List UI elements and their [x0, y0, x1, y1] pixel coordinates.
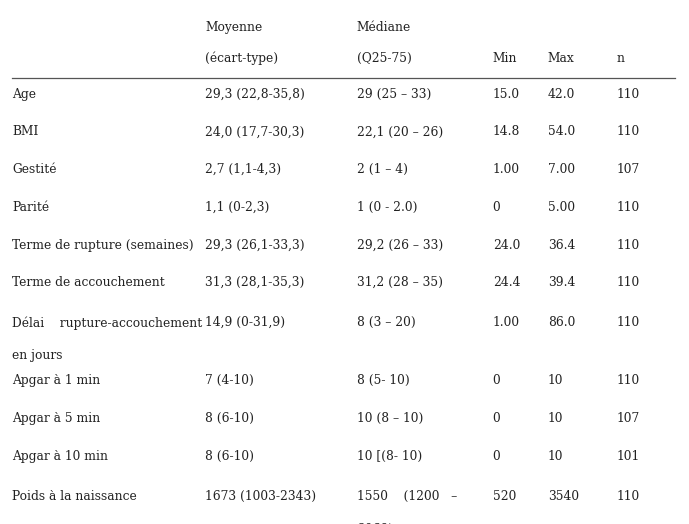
Text: 107: 107	[617, 163, 640, 176]
Text: 2 (1 – 4): 2 (1 – 4)	[357, 163, 408, 176]
Text: 5.00: 5.00	[548, 201, 575, 214]
Text: 31,2 (28 – 35): 31,2 (28 – 35)	[357, 276, 443, 289]
Text: Apgar à 10 min: Apgar à 10 min	[12, 450, 108, 463]
Text: 7 (4-10): 7 (4-10)	[205, 374, 254, 387]
Text: 8 (3 – 20): 8 (3 – 20)	[357, 316, 415, 329]
Text: 1,1 (0-2,3): 1,1 (0-2,3)	[205, 201, 269, 214]
Text: 0: 0	[493, 450, 500, 463]
Text: 110: 110	[617, 489, 640, 503]
Text: 110: 110	[617, 201, 640, 214]
Text: 29,3 (22,8-35,8): 29,3 (22,8-35,8)	[205, 88, 305, 101]
Text: 10: 10	[548, 450, 563, 463]
Text: 24.4: 24.4	[493, 276, 520, 289]
Text: 10: 10	[548, 412, 563, 425]
Text: 29 (25 – 33): 29 (25 – 33)	[357, 88, 431, 101]
Text: 2069): 2069)	[357, 523, 393, 524]
Text: 14,9 (0-31,9): 14,9 (0-31,9)	[205, 316, 285, 329]
Text: 1673 (1003-2343): 1673 (1003-2343)	[205, 489, 316, 503]
Text: 1.00: 1.00	[493, 316, 520, 329]
Text: 0: 0	[493, 374, 500, 387]
Text: 29,3 (26,1-33,3): 29,3 (26,1-33,3)	[205, 238, 305, 252]
Text: 7.00: 7.00	[548, 163, 575, 176]
Text: Gestité: Gestité	[12, 163, 57, 176]
Text: 86.0: 86.0	[548, 316, 575, 329]
Text: Moyenne: Moyenne	[205, 21, 263, 34]
Text: 110: 110	[617, 276, 640, 289]
Text: 42.0: 42.0	[548, 88, 575, 101]
Text: 36.4: 36.4	[548, 238, 575, 252]
Text: Terme de rupture (semaines): Terme de rupture (semaines)	[12, 238, 194, 252]
Text: 54.0: 54.0	[548, 125, 575, 138]
Text: 110: 110	[617, 238, 640, 252]
Text: n: n	[617, 52, 625, 65]
Text: en jours: en jours	[12, 350, 63, 363]
Text: 8 (6-10): 8 (6-10)	[205, 450, 254, 463]
Text: 10 [(8- 10): 10 [(8- 10)	[357, 450, 422, 463]
Text: Parité: Parité	[12, 201, 50, 214]
Text: Apgar à 1 min: Apgar à 1 min	[12, 374, 101, 387]
Text: 3540: 3540	[548, 489, 579, 503]
Text: 14.8: 14.8	[493, 125, 520, 138]
Text: 24,0 (17,7-30,3): 24,0 (17,7-30,3)	[205, 125, 305, 138]
Text: 110: 110	[617, 125, 640, 138]
Text: 10 (8 – 10): 10 (8 – 10)	[357, 412, 423, 425]
Text: 0: 0	[493, 412, 500, 425]
Text: 107: 107	[617, 412, 640, 425]
Text: 2,7 (1,1-4,3): 2,7 (1,1-4,3)	[205, 163, 281, 176]
Text: Min: Min	[493, 52, 517, 65]
Text: Max: Max	[548, 52, 575, 65]
Text: (écart-type): (écart-type)	[205, 52, 278, 66]
Text: BMI: BMI	[12, 125, 39, 138]
Text: 520: 520	[493, 489, 516, 503]
Text: Apgar à 5 min: Apgar à 5 min	[12, 412, 101, 425]
Text: (Q25-75): (Q25-75)	[357, 52, 412, 65]
Text: 39.4: 39.4	[548, 276, 575, 289]
Text: 8 (5- 10): 8 (5- 10)	[357, 374, 410, 387]
Text: 1.00: 1.00	[493, 163, 520, 176]
Text: 22,1 (20 – 26): 22,1 (20 – 26)	[357, 125, 443, 138]
Text: Terme de accouchement: Terme de accouchement	[12, 276, 165, 289]
Text: 24.0: 24.0	[493, 238, 520, 252]
Text: 101: 101	[617, 450, 640, 463]
Text: 110: 110	[617, 374, 640, 387]
Text: 10: 10	[548, 374, 563, 387]
Text: 110: 110	[617, 316, 640, 329]
Text: 110: 110	[617, 88, 640, 101]
Text: Age: Age	[12, 88, 37, 101]
Text: Délai    rupture-accouchement: Délai rupture-accouchement	[12, 316, 203, 330]
Text: 1 (0 - 2.0): 1 (0 - 2.0)	[357, 201, 418, 214]
Text: 29,2 (26 – 33): 29,2 (26 – 33)	[357, 238, 443, 252]
Text: 0: 0	[493, 201, 500, 214]
Text: 15.0: 15.0	[493, 88, 520, 101]
Text: 1550    (1200   –: 1550 (1200 –	[357, 489, 457, 503]
Text: 8 (6-10): 8 (6-10)	[205, 412, 254, 425]
Text: Médiane: Médiane	[357, 21, 411, 34]
Text: 31,3 (28,1-35,3): 31,3 (28,1-35,3)	[205, 276, 305, 289]
Text: Poids à la naissance: Poids à la naissance	[12, 489, 137, 503]
